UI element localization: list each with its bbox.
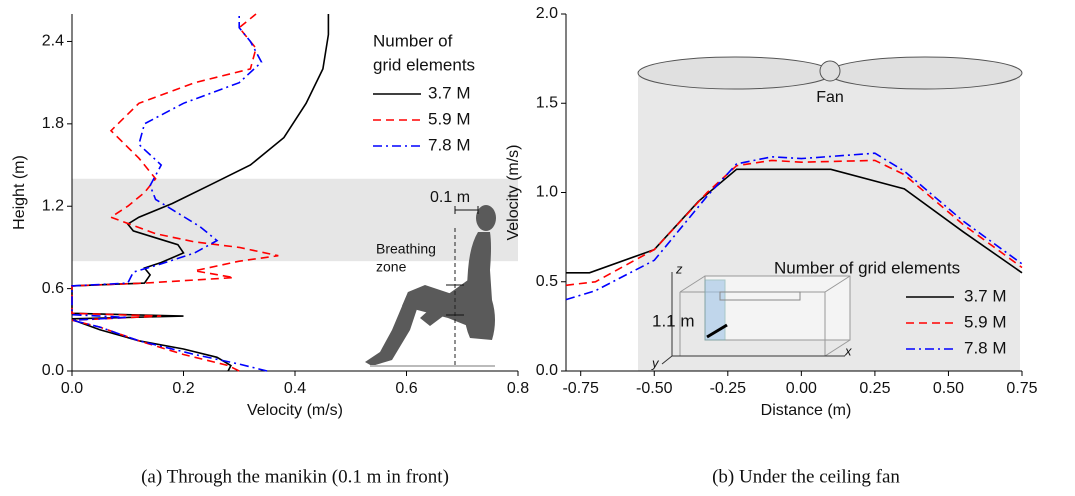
legend-label: 3.7 M — [428, 83, 471, 102]
annotation: z — [675, 261, 683, 276]
y-tick-label: 2.4 — [42, 33, 64, 50]
x-tick-label: 0.50 — [933, 380, 964, 397]
data-line — [71, 14, 268, 372]
x-tick-label: 0.2 — [172, 380, 194, 397]
manikin — [365, 205, 496, 367]
annotation: x — [844, 343, 852, 358]
x-tick-label: 0.00 — [786, 380, 817, 397]
y-tick-label: 0.5 — [536, 273, 558, 290]
annotation: zone — [376, 259, 407, 275]
y-tick-label: 0.0 — [42, 362, 64, 379]
y-tick-label: 1.8 — [42, 115, 64, 132]
legend-label: 5.9 M — [964, 312, 1007, 331]
distance-bracket — [454, 206, 479, 214]
inset — [661, 272, 851, 365]
legend-title: grid elements — [373, 55, 475, 74]
annotation: Fan — [816, 89, 844, 106]
x-tick-label: 0.0 — [61, 380, 83, 397]
y-tick-label: 1.0 — [536, 184, 558, 201]
y-axis-label: Height (m) — [11, 155, 28, 230]
y-tick-label: 0.6 — [42, 280, 64, 297]
x-tick-label: -0.25 — [710, 380, 747, 397]
fan-blade — [827, 56, 1023, 90]
x-tick-label: -0.75 — [562, 380, 599, 397]
data-line — [71, 13, 279, 372]
fan-blade — [637, 56, 833, 90]
y-tick-label: 1.5 — [536, 94, 558, 111]
annotation: 0.1 m — [430, 189, 470, 206]
y-tick-label: 1.2 — [42, 197, 64, 214]
legend-label: 7.8 M — [964, 338, 1007, 357]
y-tick-label: 2.0 — [536, 5, 558, 22]
y-axis-label: Velocity (m/s) — [505, 144, 522, 240]
caption: (b) Under the ceiling fan — [712, 466, 900, 487]
y-tick-label: 0.0 — [536, 362, 558, 379]
x-tick-label: -0.50 — [636, 380, 673, 397]
annotation: Breathing — [376, 241, 436, 257]
x-tick-label: 0.75 — [1006, 380, 1037, 397]
data-line — [71, 14, 330, 372]
legend-title: Number of — [373, 31, 453, 50]
breathing-zone — [72, 178, 518, 262]
x-tick-label: 0.25 — [859, 380, 890, 397]
x-tick-label: 0.8 — [507, 380, 529, 397]
fan-hub — [819, 60, 841, 82]
legend-label: 5.9 M — [428, 109, 471, 128]
legend-label: 3.7 M — [964, 286, 1007, 305]
x-tick-label: 0.6 — [395, 380, 417, 397]
legend-label: 7.8 M — [428, 135, 471, 154]
x-tick-label: 0.4 — [284, 380, 306, 397]
data-line — [566, 168, 1023, 274]
legend-title: Number of grid elements — [774, 258, 960, 277]
annotation: y — [651, 355, 660, 370]
annotation: 1.1 m — [652, 311, 695, 330]
x-axis-label: Distance (m) — [761, 402, 852, 419]
x-axis-label: Velocity (m/s) — [247, 402, 343, 419]
caption: (a) Through the manikin (0.1 m in front) — [141, 466, 449, 487]
data-line — [565, 152, 1023, 301]
data-line — [565, 159, 1023, 287]
